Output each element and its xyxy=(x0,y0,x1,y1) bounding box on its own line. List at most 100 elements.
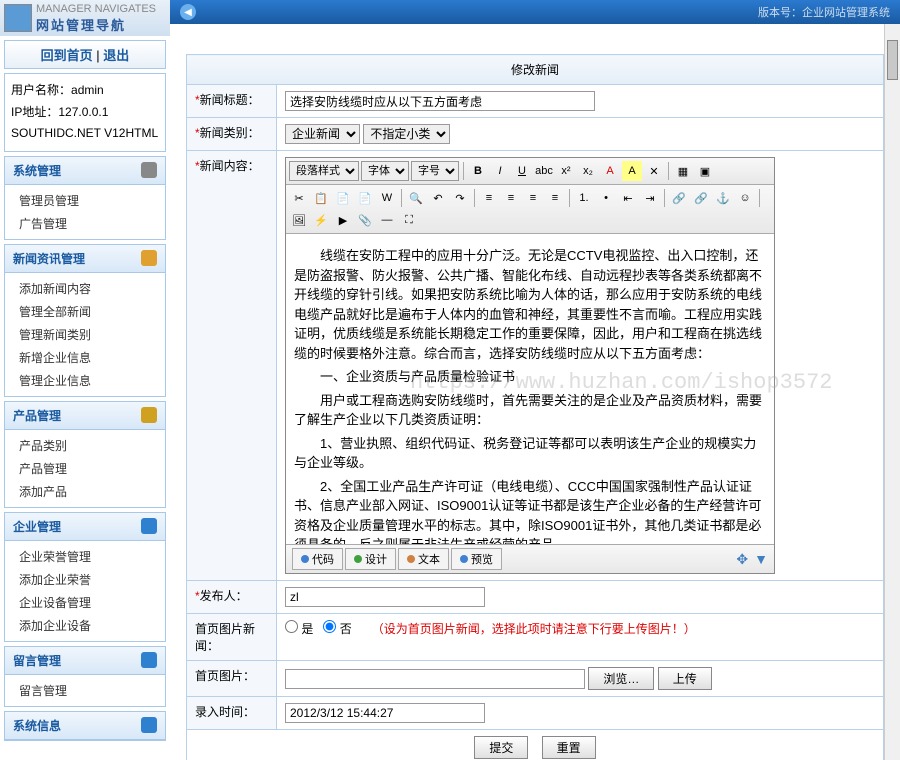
browse-button[interactable]: 浏览… xyxy=(588,667,654,690)
menu-header[interactable]: 留言管理 xyxy=(5,647,165,675)
reset-button[interactable]: 重置 xyxy=(542,736,596,759)
unlink-icon[interactable]: 🔗 xyxy=(691,188,711,208)
ol-icon[interactable]: 1. xyxy=(574,188,594,208)
indent-icon[interactable]: ⇥ xyxy=(640,188,660,208)
menu-item[interactable]: 产品管理 xyxy=(5,457,165,480)
menu-item[interactable]: 留言管理 xyxy=(5,679,165,702)
form-title: 修改新闻 xyxy=(187,55,884,85)
logo-icon xyxy=(4,4,32,32)
category-main-select[interactable]: 企业新闻 xyxy=(285,124,360,144)
image-icon[interactable]: 🖼 xyxy=(289,210,309,230)
flash-icon[interactable]: ⚡ xyxy=(311,210,331,230)
menu-item[interactable]: 添加新闻内容 xyxy=(5,277,165,300)
menu-item[interactable]: 广告管理 xyxy=(5,212,165,235)
table-icon[interactable]: ▦ xyxy=(673,161,693,181)
scrollbar[interactable] xyxy=(884,24,900,760)
menu-item[interactable]: 管理全部新闻 xyxy=(5,300,165,323)
menu-item[interactable]: 管理员管理 xyxy=(5,189,165,212)
bgcolor-icon[interactable]: A xyxy=(622,161,642,181)
menu-group: 系统管理管理员管理广告管理 xyxy=(4,156,166,240)
publisher-input[interactable] xyxy=(285,587,485,607)
font-select[interactable]: 字体 xyxy=(361,161,409,181)
hr-icon[interactable]: — xyxy=(377,210,397,230)
sup-icon[interactable]: x² xyxy=(556,161,576,181)
bold-icon[interactable]: B xyxy=(468,161,488,181)
align-right-icon[interactable]: ≡ xyxy=(523,188,543,208)
radio-no[interactable]: 否 xyxy=(323,620,351,637)
paste-word-icon[interactable]: W xyxy=(377,188,397,208)
menu-header[interactable]: 企业管理 xyxy=(5,513,165,541)
ul-icon[interactable]: • xyxy=(596,188,616,208)
redo-icon[interactable]: ↷ xyxy=(450,188,470,208)
menu-header[interactable]: 新闻资讯管理 xyxy=(5,245,165,273)
menu-group: 留言管理留言管理 xyxy=(4,646,166,707)
paste-text-icon[interactable]: 📄 xyxy=(355,188,375,208)
fullscreen-icon[interactable]: ⛶ xyxy=(399,210,419,230)
outdent-icon[interactable]: ⇤ xyxy=(618,188,638,208)
menu-item[interactable]: 添加产品 xyxy=(5,480,165,503)
underline-icon[interactable]: U xyxy=(512,161,532,181)
menu-header[interactable]: 系统管理 xyxy=(5,157,165,185)
style-select[interactable]: 段落样式 xyxy=(289,161,359,181)
logo-en: MANAGER NAVIGATES xyxy=(36,3,156,15)
submit-button[interactable]: 提交 xyxy=(474,736,528,759)
align-left-icon[interactable]: ≡ xyxy=(479,188,499,208)
menu-item[interactable]: 新增企业信息 xyxy=(5,346,165,369)
menu-group: 产品管理产品类别产品管理添加产品 xyxy=(4,401,166,508)
menu-item[interactable]: 企业荣誉管理 xyxy=(5,545,165,568)
label-publisher: *发布人： xyxy=(187,581,277,614)
menu-header[interactable]: 系统信息 xyxy=(5,712,165,740)
editor-content[interactable]: 线缆在安防工程中的应用十分广泛。无论是CCTV电视监控、出入口控制，还是防盗报警… xyxy=(286,234,774,544)
menu-item[interactable]: 添加企业设备 xyxy=(5,614,165,637)
menu-item[interactable]: 管理新闻类别 xyxy=(5,323,165,346)
link-icon[interactable]: 🔗 xyxy=(669,188,689,208)
editor-tab[interactable]: 设计 xyxy=(345,548,396,570)
exit-link[interactable]: 退出 xyxy=(103,48,129,63)
pic-path-input[interactable] xyxy=(285,669,585,689)
radio-yes[interactable]: 是 xyxy=(285,620,313,637)
menu-icon xyxy=(141,250,157,266)
move-up-icon[interactable]: ✥ xyxy=(736,551,748,568)
size-select[interactable]: 字号 xyxy=(411,161,459,181)
find-icon[interactable]: 🔍 xyxy=(406,188,426,208)
menu-item[interactable]: 企业设备管理 xyxy=(5,591,165,614)
cut-icon[interactable]: ✂ xyxy=(289,188,309,208)
menu-header[interactable]: 产品管理 xyxy=(5,402,165,430)
username: admin xyxy=(71,83,104,97)
copy-icon[interactable]: 📋 xyxy=(311,188,331,208)
editor-tab[interactable]: 预览 xyxy=(451,548,502,570)
version-info: 版本号：企业网站管理系统 xyxy=(758,4,890,20)
entry-time-input[interactable] xyxy=(285,703,485,723)
paste-icon[interactable]: 📄 xyxy=(333,188,353,208)
strike-icon[interactable]: abc xyxy=(534,161,554,181)
sidebar: MANAGER NAVIGATES 网站管理导航 回到首页 | 退出 用户名称：… xyxy=(0,0,170,760)
align-justify-icon[interactable]: ≡ xyxy=(545,188,565,208)
file-icon[interactable]: 📎 xyxy=(355,210,375,230)
news-title-input[interactable] xyxy=(285,91,595,111)
category-sub-select[interactable]: 不指定小类 xyxy=(363,124,450,144)
italic-icon[interactable]: I xyxy=(490,161,510,181)
color-icon[interactable]: A xyxy=(600,161,620,181)
content-area: 修改新闻 *新闻标题： *新闻类别： 企业新闻 不指定小类 *新闻内容： xyxy=(170,24,900,760)
sidebar-toggle-icon[interactable]: ◀ xyxy=(180,4,196,20)
sub-icon[interactable]: x₂ xyxy=(578,161,598,181)
label-homepage-pic: 首页图片： xyxy=(187,661,277,697)
emoji-icon[interactable]: ☺ xyxy=(735,188,755,208)
upload-button[interactable]: 上传 xyxy=(658,667,712,690)
clear-icon[interactable]: ✕ xyxy=(644,161,664,181)
menu-item[interactable]: 管理企业信息 xyxy=(5,369,165,392)
editor-tab[interactable]: 文本 xyxy=(398,548,449,570)
home-link[interactable]: 回到首页 xyxy=(41,48,93,63)
menu-group: 新闻资讯管理添加新闻内容管理全部新闻管理新闻类别新增企业信息管理企业信息 xyxy=(4,244,166,397)
editor-tab[interactable]: 代码 xyxy=(292,548,343,570)
move-down-icon[interactable]: ▼ xyxy=(754,551,768,568)
anchor-icon[interactable]: ⚓ xyxy=(713,188,733,208)
menu-item[interactable]: 产品类别 xyxy=(5,434,165,457)
media-icon[interactable]: ▶ xyxy=(333,210,353,230)
label-homepage-img: 首页图片新闻： xyxy=(187,614,277,661)
label-news-title: *新闻标题： xyxy=(187,85,277,118)
align-center-icon[interactable]: ≡ xyxy=(501,188,521,208)
menu-item[interactable]: 添加企业荣誉 xyxy=(5,568,165,591)
img-icon[interactable]: ▣ xyxy=(695,161,715,181)
undo-icon[interactable]: ↶ xyxy=(428,188,448,208)
